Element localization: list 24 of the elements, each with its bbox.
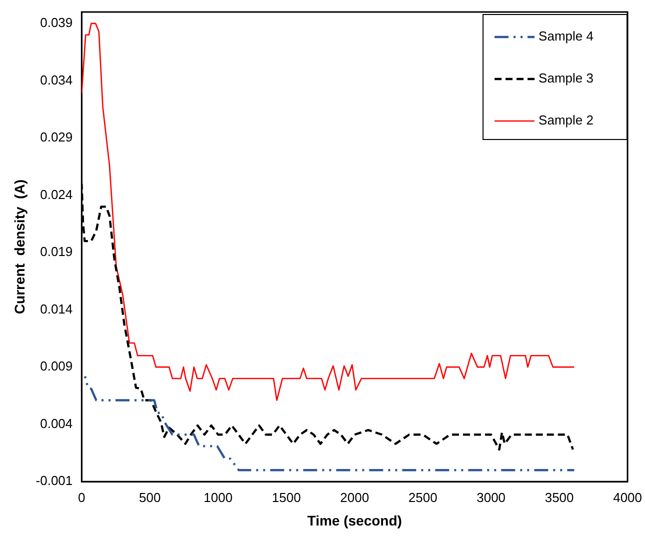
x-tick-label: 0 <box>78 490 86 505</box>
y-tick-label: 0.014 <box>40 301 73 316</box>
x-tick-label: 1500 <box>272 490 301 505</box>
y-tick-label: 0.004 <box>40 416 73 431</box>
legend-label: Sample 2 <box>538 112 594 128</box>
y-tick-label: 0.024 <box>40 186 73 202</box>
x-tick-label: 3500 <box>544 490 574 505</box>
y-tick-label: 0.009 <box>40 358 73 374</box>
x-tick-label: 2500 <box>408 490 438 505</box>
y-tick-label: 0.034 <box>40 72 73 88</box>
legend-label: Sample 3 <box>538 70 594 86</box>
y-tick-label: 0.019 <box>40 244 73 260</box>
x-tick-label: 2000 <box>340 490 370 505</box>
legend-label: Sample 4 <box>538 28 594 44</box>
y-tick-label: 0.039 <box>40 15 73 30</box>
y-tick-label: -0.001 <box>36 473 73 488</box>
x-tick-label: 3000 <box>476 490 506 505</box>
x-tick-label: 500 <box>139 490 161 505</box>
y-axis-title: Current density (A) <box>11 180 28 314</box>
y-tick-label: 0.029 <box>40 130 73 145</box>
line-series <box>82 374 576 472</box>
x-tick-label: 1000 <box>204 490 233 505</box>
x-axis-title: Time (second) <box>307 512 402 528</box>
x-tick-label: 4000 <box>613 490 642 505</box>
